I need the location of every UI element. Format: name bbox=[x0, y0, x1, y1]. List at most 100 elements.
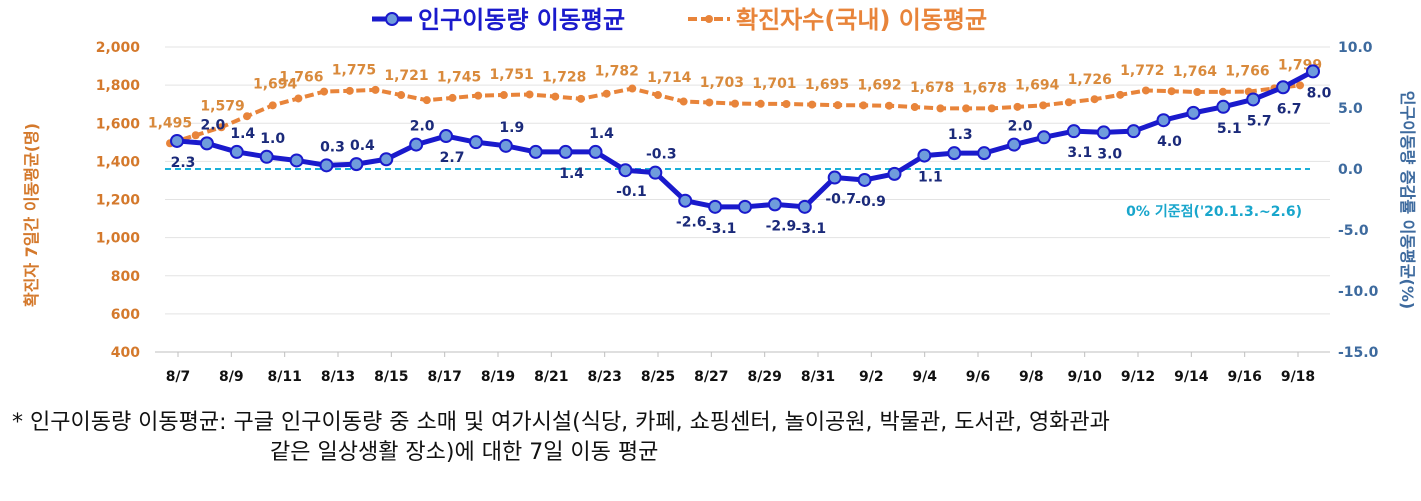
cases-data-label: 1,772 bbox=[1120, 63, 1164, 79]
left-tick-label: 400 bbox=[111, 345, 140, 361]
x-tick-label: 8/29 bbox=[747, 369, 781, 385]
x-tick-label: 8/27 bbox=[694, 369, 728, 385]
mobility-data-label: 0.3 bbox=[320, 139, 345, 155]
cases-data-label: 1,678 bbox=[963, 80, 1007, 96]
cases-point bbox=[1013, 102, 1022, 111]
mobility-data-label: 4.0 bbox=[1157, 134, 1182, 150]
mobility-data-label: -3.1 bbox=[795, 221, 826, 237]
x-tick-label: 8/23 bbox=[587, 369, 621, 385]
mobility-point bbox=[887, 166, 902, 181]
cases-point bbox=[962, 104, 971, 113]
right-axis-ticks: 10.0 5.0 0.0 -5.0 -10.0 -15.0 bbox=[1338, 40, 1379, 361]
left-tick-label: 1,200 bbox=[96, 193, 141, 209]
mobility-data-label: 3.1 bbox=[1067, 145, 1092, 161]
x-tick-label: 9/4 bbox=[912, 369, 937, 385]
mobility-data-label: 2.0 bbox=[1008, 119, 1033, 135]
chart-area: 0% 기준점('20.1.3.~2.6) 2,000 1,800 1,600 1,40… bbox=[22, 6, 1417, 385]
mobility-data-label: -0.1 bbox=[616, 184, 647, 200]
cases-point bbox=[217, 123, 226, 132]
footnote-line-1: * 인구이동량 이동평균: 구글 인구이동량 중 소매 및 여가시설(식당, 카… bbox=[12, 410, 1110, 435]
mobility-point bbox=[678, 193, 693, 208]
mobility-point bbox=[708, 199, 723, 214]
x-tick-label: 8/9 bbox=[219, 369, 244, 385]
right-tick-label: 0.0 bbox=[1338, 162, 1363, 178]
x-tick-label: 9/10 bbox=[1067, 369, 1102, 385]
mobility-data-label: 1.9 bbox=[499, 120, 524, 136]
mobility-point bbox=[1126, 124, 1141, 139]
cases-point bbox=[371, 85, 380, 94]
cases-point bbox=[833, 101, 842, 110]
mobility-point bbox=[1066, 124, 1081, 139]
mobility-point bbox=[857, 172, 872, 187]
mobility-data-label: 2.7 bbox=[440, 150, 465, 166]
mobility-point bbox=[917, 148, 932, 163]
mobility-series: 2.3 2.0 1.4 1.0 0.3 0.4 2.0 2.7 1.9 1.4 1.4 -0.1 -0.… bbox=[170, 64, 1332, 237]
x-tick-label: 8/25 bbox=[641, 369, 675, 385]
cases-data-label: 1,726 bbox=[1068, 72, 1112, 88]
cases-data-label: 1,766 bbox=[1225, 64, 1269, 80]
cases-point bbox=[910, 103, 919, 112]
cases-point bbox=[679, 97, 688, 106]
cases-point bbox=[731, 99, 739, 108]
mobility-data-label: 1.4 bbox=[559, 166, 584, 182]
cases-point bbox=[1167, 87, 1176, 96]
x-tick-label: 8/7 bbox=[166, 369, 191, 385]
cases-point bbox=[653, 91, 662, 100]
cases-point bbox=[1193, 87, 1202, 96]
right-axis-label: 인구이동량 증감률 이동평균(%) bbox=[1398, 91, 1417, 309]
cases-point bbox=[628, 84, 637, 93]
mobility-data-label: 6.7 bbox=[1277, 101, 1302, 117]
mobility-point bbox=[319, 158, 334, 173]
cases-point bbox=[885, 101, 894, 110]
left-axis-label: 확진자 7일간 이동평균(명) bbox=[22, 123, 41, 307]
cases-point bbox=[268, 101, 277, 110]
right-tick-label: -15.0 bbox=[1338, 345, 1379, 361]
cases-point bbox=[397, 91, 406, 100]
mobility-point bbox=[379, 152, 394, 167]
cases-point bbox=[705, 98, 714, 107]
mobility-point bbox=[170, 133, 184, 148]
x-axis-ticks: 8/7 8/9 8/11 8/13 8/15 8/17 8/19 8/21 8/23 8/25 8/… bbox=[166, 352, 1315, 385]
mobility-point bbox=[259, 149, 274, 164]
cases-data-label: 1,782 bbox=[595, 64, 639, 80]
mobility-point bbox=[1186, 105, 1201, 120]
mobility-point bbox=[827, 170, 842, 185]
mobility-point bbox=[528, 144, 543, 159]
mobility-point bbox=[199, 136, 214, 151]
cases-point bbox=[808, 100, 817, 109]
cases-point bbox=[1296, 81, 1304, 90]
mobility-point bbox=[349, 157, 364, 172]
mobility-point bbox=[558, 144, 573, 159]
mobility-data-label: 5.7 bbox=[1247, 113, 1272, 129]
left-tick-label: 1,600 bbox=[96, 116, 141, 132]
left-tick-label: 2,000 bbox=[96, 40, 141, 56]
mobility-data-label: 1.1 bbox=[918, 170, 943, 186]
footnote-line-2: 같은 일상생활 장소)에 대한 7일 이동 평균 bbox=[270, 440, 659, 465]
right-tick-label: 5.0 bbox=[1338, 101, 1363, 117]
cases-point bbox=[756, 99, 765, 108]
mobility-point bbox=[468, 135, 483, 150]
cases-point bbox=[1141, 86, 1150, 95]
mobility-point bbox=[1036, 130, 1051, 145]
cases-point bbox=[1116, 90, 1125, 99]
cases-data-label: 1,764 bbox=[1173, 64, 1218, 80]
mobility-data-label: 3.0 bbox=[1097, 146, 1122, 162]
mobility-point bbox=[648, 165, 663, 180]
x-tick-label: 8/21 bbox=[534, 369, 568, 385]
cases-point bbox=[1064, 98, 1073, 107]
mobility-point bbox=[1007, 137, 1022, 152]
mobility-point bbox=[618, 163, 633, 178]
cases-point bbox=[602, 89, 611, 98]
mobility-data-label: 2.0 bbox=[200, 117, 225, 133]
left-tick-label: 1,800 bbox=[96, 78, 141, 94]
x-tick-label: 9/12 bbox=[1121, 369, 1155, 385]
cases-point bbox=[859, 101, 868, 110]
cases-point bbox=[422, 96, 431, 105]
mobility-data-label: 1.0 bbox=[260, 131, 285, 147]
legend-cases-label: 확진자수(국내) 이동평균 bbox=[736, 6, 987, 34]
right-tick-label: -10.0 bbox=[1338, 284, 1379, 300]
x-tick-label: 8/13 bbox=[321, 369, 355, 385]
mobility-point bbox=[1306, 64, 1320, 79]
x-tick-label: 9/8 bbox=[1019, 369, 1044, 385]
mobility-point bbox=[738, 199, 752, 214]
